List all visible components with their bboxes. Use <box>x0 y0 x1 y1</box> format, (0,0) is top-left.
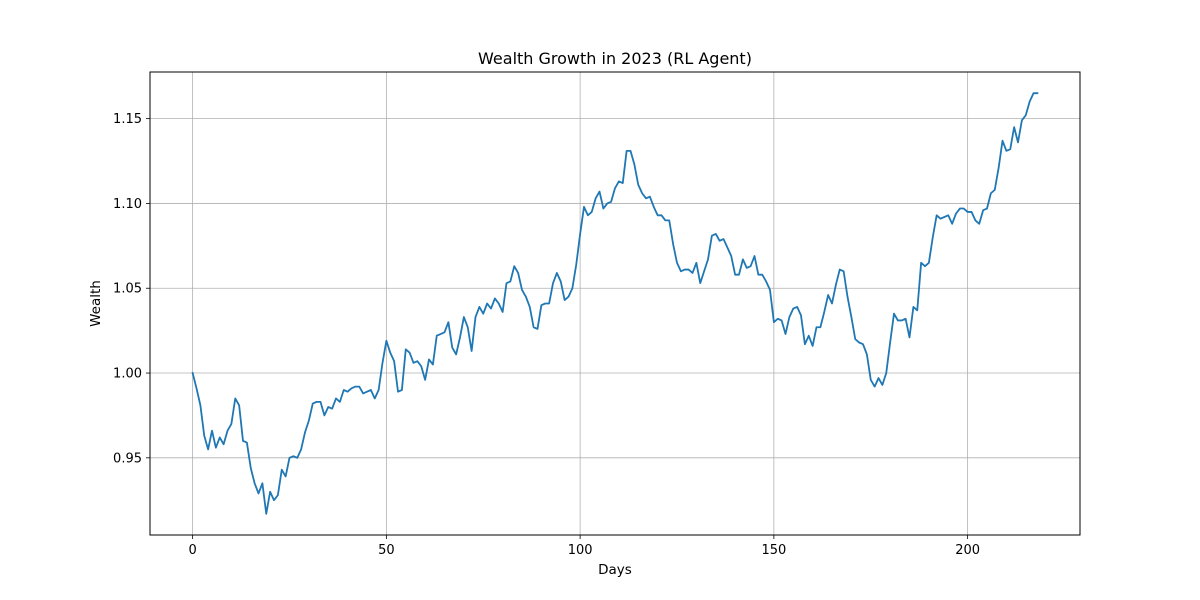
grid <box>150 72 1080 535</box>
x-tick-label: 0 <box>188 543 196 558</box>
ticks: 0 50 100 150 200 0.95 1.00 1.05 1.10 1.15 <box>113 112 980 558</box>
x-tick-label: 100 <box>568 543 593 558</box>
x-axis-label: Days <box>598 562 632 578</box>
x-tick-label: 200 <box>955 543 980 558</box>
y-axis-label: Wealth <box>88 280 104 327</box>
series-line <box>191 92 1039 515</box>
x-tick-label: 50 <box>378 543 395 558</box>
y-tick-label: 1.00 <box>113 367 142 382</box>
plot-area-frame <box>149 71 1081 536</box>
y-tick-label: 1.10 <box>113 197 142 212</box>
y-tick-label: 1.05 <box>113 282 142 297</box>
y-tick-label: 0.95 <box>113 451 142 466</box>
x-tick-label: 150 <box>761 543 786 558</box>
chart-title: Wealth Growth in 2023 (RL Agent) <box>478 49 752 68</box>
y-tick-label: 1.15 <box>113 112 142 127</box>
